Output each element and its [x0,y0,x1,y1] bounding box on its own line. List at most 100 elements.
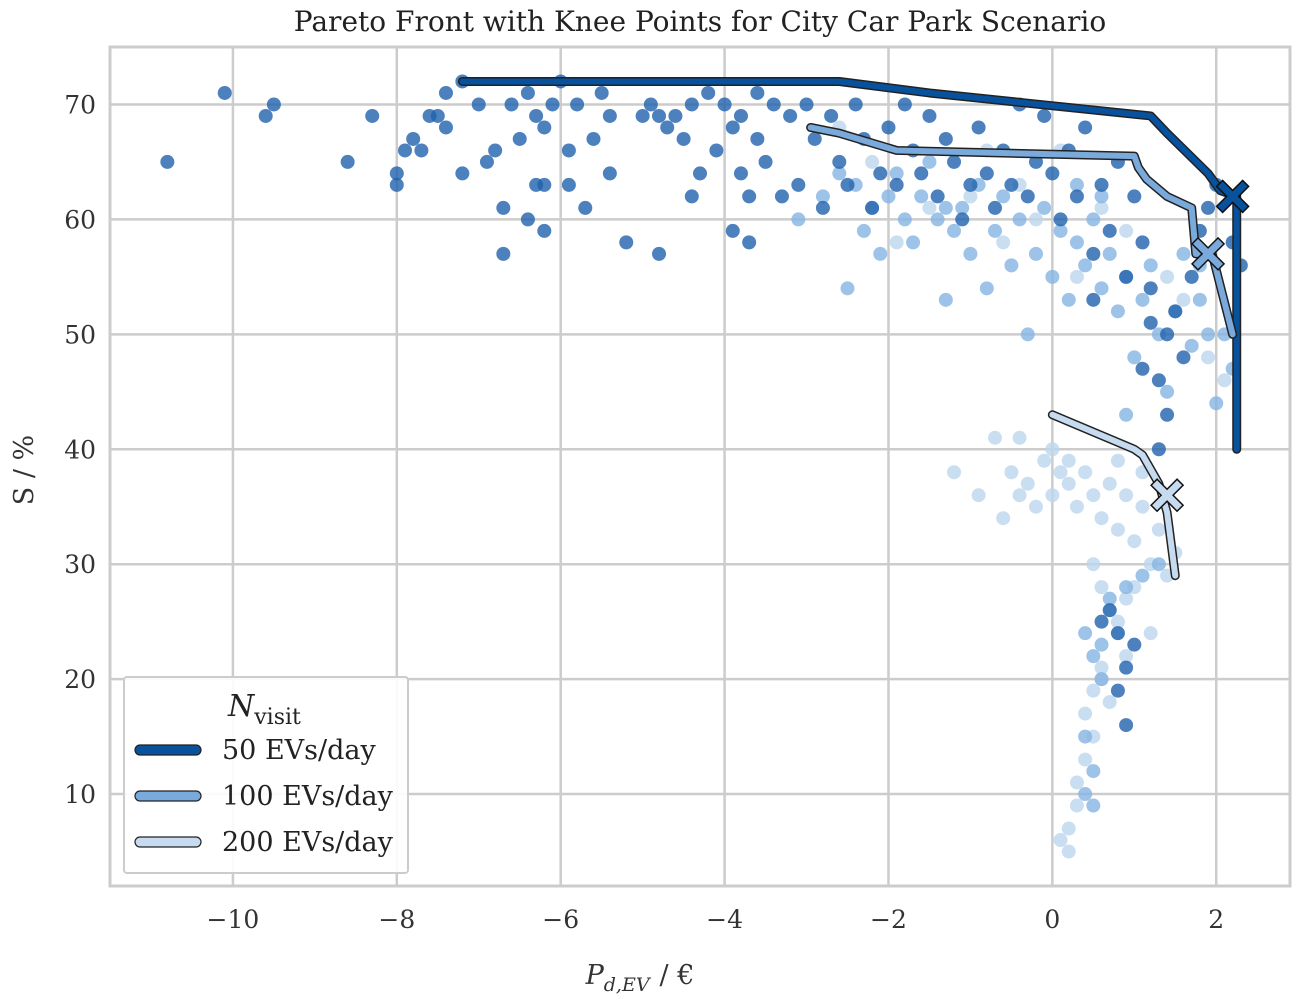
x-axis-subscript: d,EV [604,974,652,996]
data-point [389,166,404,181]
data-point [971,488,986,503]
data-point [832,166,847,181]
data-point [1045,442,1060,457]
data-point [971,120,986,135]
data-point [1069,798,1084,813]
data-point [1069,177,1084,192]
data-point [1078,729,1093,744]
data-point [586,131,601,146]
data-point [1135,568,1150,583]
data-point [1037,200,1052,215]
x-tick-label: −2 [870,905,907,934]
x-tick-label: −8 [378,905,415,934]
data-point [1094,281,1109,296]
data-point [1201,350,1216,365]
data-point [1061,453,1076,468]
data-point [520,212,535,227]
data-point [701,85,716,100]
data-point [865,154,880,169]
data-point [1217,373,1232,388]
data-point [938,200,953,215]
data-point [733,108,748,123]
data-point [602,166,617,181]
data-point [840,177,855,192]
data-point [365,108,380,123]
data-point [979,281,994,296]
data-point [725,120,740,135]
data-point [1069,189,1084,204]
data-point [1176,292,1191,307]
data-point [897,97,912,112]
legend-swatch [134,744,202,756]
data-point [438,85,453,100]
data-point [1086,798,1101,813]
data-point [963,189,978,204]
data-point [1102,603,1117,618]
data-point [938,292,953,307]
x-tick-label: 0 [1044,905,1060,934]
data-point [1028,212,1043,227]
data-point [717,97,732,112]
data-point [1020,327,1035,342]
data-point [561,143,576,158]
data-point [652,246,667,261]
data-point [545,97,560,112]
data-point [1012,488,1027,503]
data-point [1102,223,1117,238]
data-point [594,85,609,100]
data-point [996,511,1011,526]
data-point [1053,833,1068,848]
x-tick-label: −6 [542,905,579,934]
data-point [488,143,503,158]
data-point [1094,672,1109,687]
data-point [897,212,912,227]
data-point [455,166,470,181]
legend-swatch [134,836,202,848]
data-point [1078,258,1093,273]
data-point [988,223,1002,238]
data-point [479,154,494,169]
data-point [529,108,544,123]
data-point [1053,212,1068,227]
data-point [1102,476,1117,491]
data-point [1143,626,1158,641]
data-point [1176,246,1191,261]
data-point [725,223,740,238]
data-point [1135,499,1150,514]
data-point [635,108,650,123]
data-point [1102,591,1117,606]
data-point [1094,511,1109,526]
data-point [1110,522,1125,537]
data-point [1094,200,1109,215]
data-point [1127,534,1142,549]
knee-point-marker [1150,478,1185,513]
plot-frame [108,45,1292,888]
data-point [889,177,904,192]
data-point [1160,384,1175,399]
chart-title: Pareto Front with Knee Points for City C… [294,5,1106,38]
data-point [742,235,757,250]
data-point [340,154,355,169]
data-point [414,143,429,158]
data-point [791,177,806,192]
knee-point-marker [1190,236,1226,271]
data-point [1151,557,1166,572]
legend-entries: 50 EVs/day 100 EVs/day 200 EVs/day [134,735,394,858]
legend-label: 50 EVs/day [222,735,376,766]
data-point [799,97,814,112]
data-point [619,235,634,250]
data-point [955,200,970,215]
data-point [1209,396,1224,411]
data-point [1110,626,1125,641]
data-point [1151,522,1166,537]
data-point [1061,844,1076,859]
data-point [676,131,691,146]
data-point [873,246,888,261]
data-point [1184,338,1199,353]
data-point [1168,304,1183,319]
data-point [1135,292,1150,307]
data-point [537,223,552,238]
data-point [1119,488,1134,503]
data-point [1004,465,1019,480]
data-point [1184,269,1199,284]
